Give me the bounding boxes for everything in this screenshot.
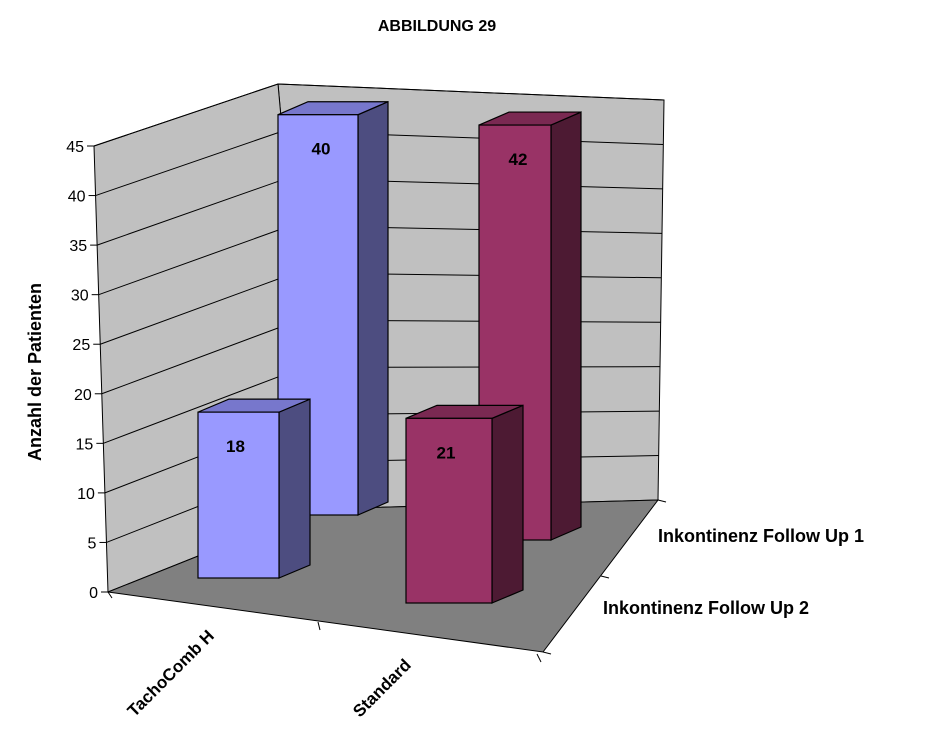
data-label: 21 [437,443,456,462]
bar-front [197,411,280,579]
y-tick-label: 30 [71,288,89,305]
depth-tick [600,575,610,579]
depth-label: Inkontinenz Follow Up 1 [658,526,864,546]
bar: 18 [197,398,311,579]
chart-title: ABBILDUNG 29 [378,18,496,35]
y-tick-label: 45 [66,139,84,156]
x-tick-label: TachoComb H [124,626,218,720]
y-tick-label: 10 [77,486,95,503]
x-tick [107,591,113,599]
y-tick-label: 5 [88,535,97,552]
bar-side [357,100,389,516]
bar-side [550,111,582,541]
depth-label: Inkontinenz Follow Up 2 [603,598,809,618]
x-tick [317,621,321,631]
y-tick-label: 20 [74,387,92,404]
depth-tick [657,499,667,503]
x-tick [536,653,542,663]
y-tick-label: 40 [68,189,86,206]
bar-side [491,404,524,604]
bars: 40 42 18 21 [197,100,582,604]
y-tick-label: 0 [89,585,98,602]
data-label: 18 [226,437,245,456]
x-tick-label: Standard [349,655,415,721]
y-tick-label: 25 [72,337,90,354]
y-axis-label: Anzahl der Patienten [25,283,45,461]
y-tick-label: 15 [76,436,94,453]
gridline [93,83,665,147]
depth-tick [542,651,552,655]
bar-front [405,417,493,604]
data-label: 42 [509,150,528,169]
y-tick-label: 35 [69,238,87,255]
bar: 21 [405,404,524,604]
bar-side [278,398,311,579]
data-label: 40 [312,140,331,159]
y-axis: 0 5 10 15 20 25 30 35 40 45 [66,139,108,602]
